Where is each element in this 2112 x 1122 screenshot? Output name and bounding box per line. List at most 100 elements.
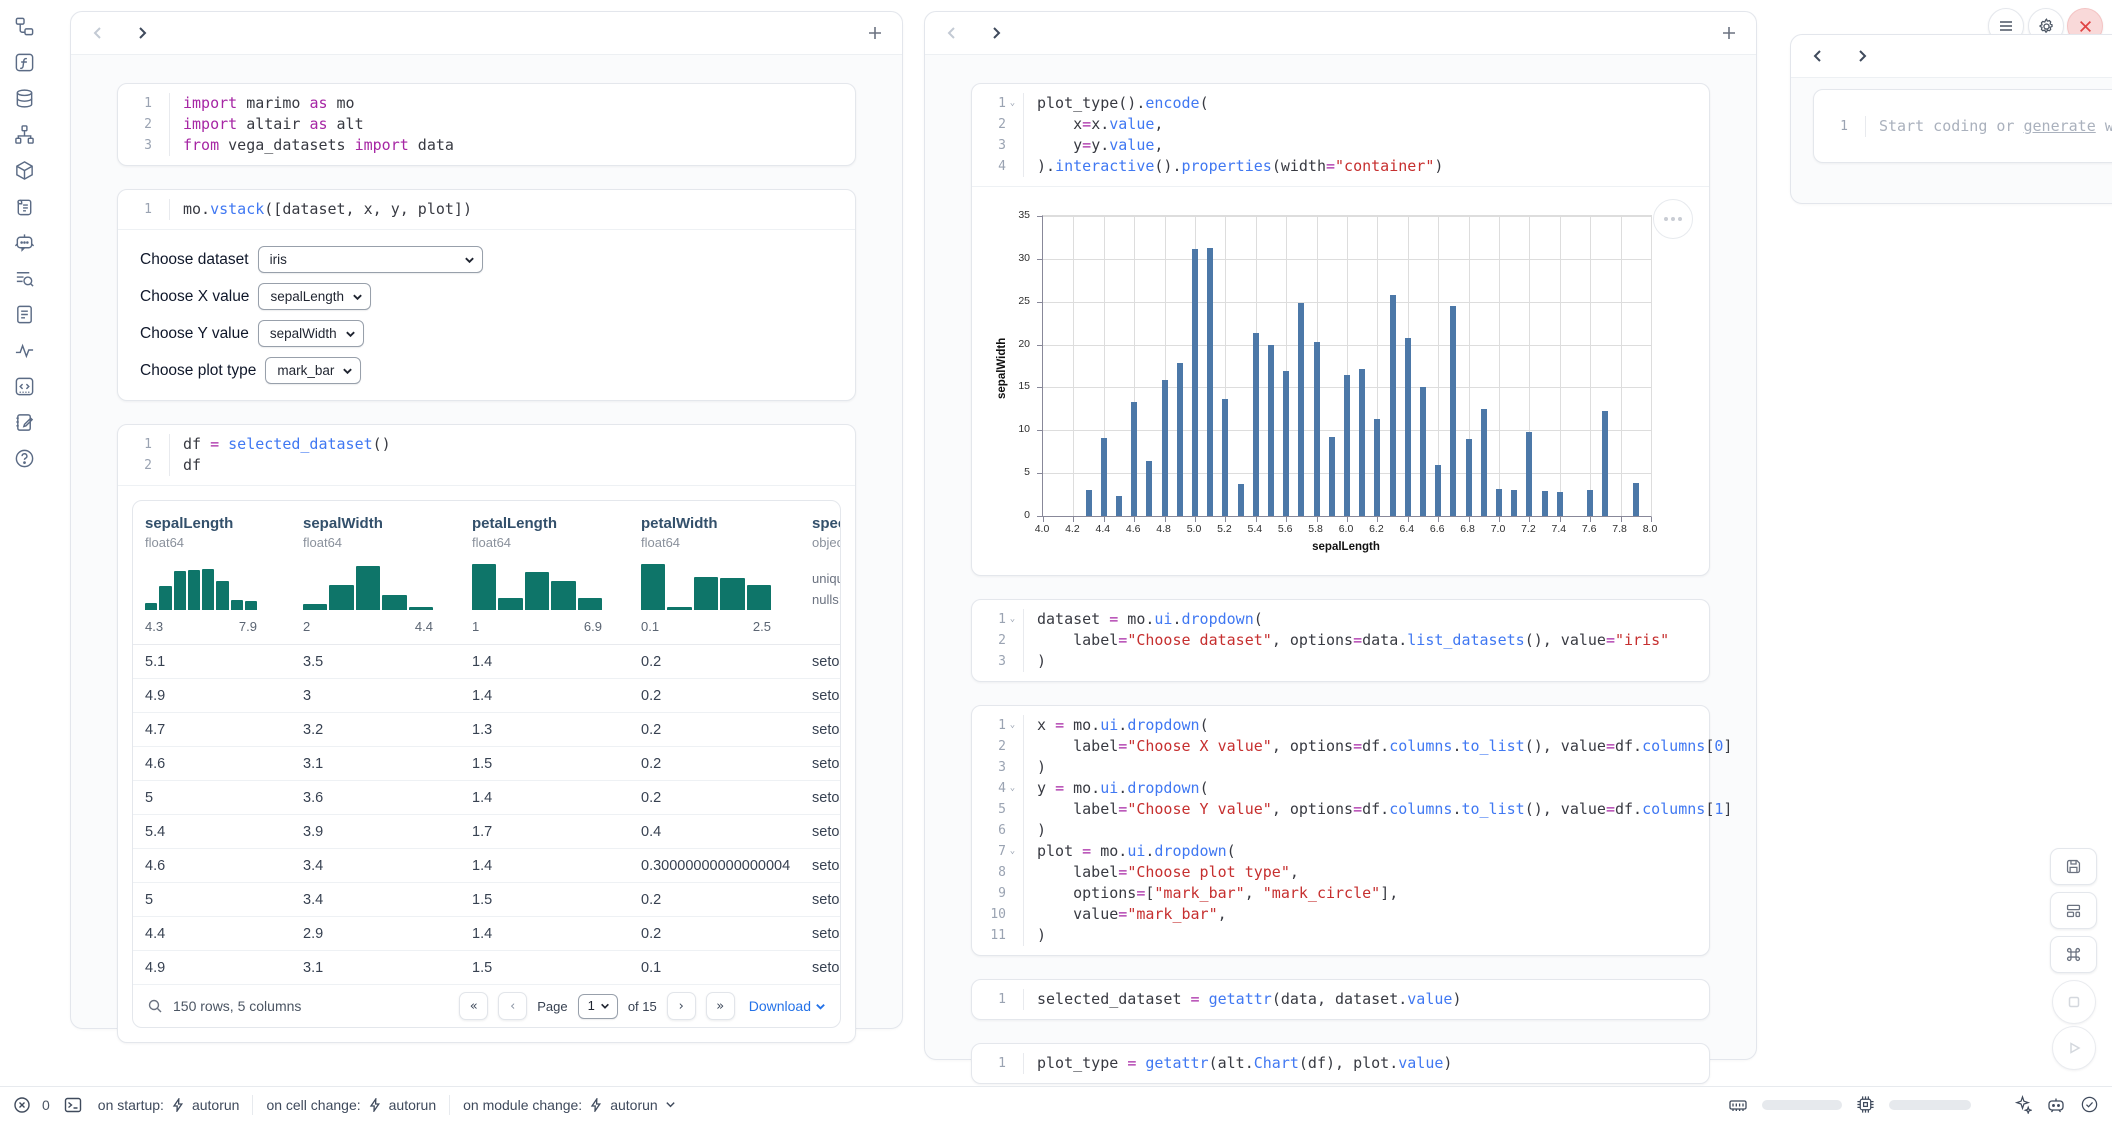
code-line: 2 label="Choose X value", options=df.col… (972, 736, 1709, 757)
code-line: 3) (972, 757, 1709, 778)
terminal-button[interactable] (64, 1096, 82, 1114)
y-value-select[interactable]: sepalWidth (258, 320, 364, 347)
table-row[interactable]: 4.931.40.2setosa (133, 679, 840, 713)
table-summary: 150 rows, 5 columns (173, 998, 301, 1014)
database-icon[interactable] (14, 88, 35, 109)
error-indicator[interactable]: 0 (13, 1096, 50, 1114)
x-axis-tick-label: 6.8 (1460, 523, 1475, 535)
scratchpad-icon[interactable] (14, 412, 35, 433)
table-column-header[interactable]: petalLengthfloat6416.9 (460, 515, 629, 634)
chevron-left-icon[interactable] (1809, 47, 1827, 65)
file-tree-icon[interactable] (14, 16, 35, 37)
check-circle-icon[interactable] (2080, 1095, 2099, 1114)
code-editor[interactable]: 1mo.vstack([dataset, x, y, plot]) (118, 190, 855, 229)
fold-icon[interactable]: ⌄ (1007, 841, 1018, 862)
dependency-graph-icon[interactable] (14, 124, 35, 145)
scroll-icon[interactable] (14, 196, 35, 217)
command-palette-button[interactable] (2050, 936, 2097, 973)
table-row[interactable]: 5.43.91.70.4setosa (133, 815, 840, 849)
download-button[interactable]: Download (749, 998, 826, 1014)
chart-bar (1420, 387, 1426, 516)
line-number: 1 (998, 93, 1006, 114)
next-page-button[interactable]: › (667, 992, 696, 1020)
dataset-select[interactable]: iris (258, 246, 483, 273)
chart-bar (1481, 409, 1487, 516)
table-row[interactable]: 4.73.21.30.2setosa (133, 713, 840, 747)
stop-button[interactable] (2052, 980, 2096, 1024)
plus-icon[interactable] (866, 24, 884, 42)
prev-page-button[interactable]: ‹ (498, 992, 527, 1020)
sparkles-icon[interactable] (2013, 1095, 2032, 1114)
plus-icon[interactable] (1720, 24, 1738, 42)
layout-button[interactable] (2050, 892, 2097, 929)
table-column-header[interactable]: speciesobjectunique:nulls: (800, 515, 840, 634)
code-editor[interactable]: 1⌄plot_type().encode(2 x=x.value,3 y=y.v… (972, 84, 1709, 186)
table-cell: 0.2 (629, 756, 800, 772)
plot-type-select[interactable]: mark_bar (265, 357, 361, 384)
code-editor[interactable]: 1import marimo as mo2import altair as al… (118, 84, 855, 165)
code-editor[interactable]: 1⌄dataset = mo.ui.dropdown(2 label="Choo… (972, 600, 1709, 681)
chevron-left-icon[interactable] (89, 24, 107, 42)
doc-search-icon[interactable] (14, 268, 35, 289)
table-row[interactable]: 5.13.51.40.2setosa (133, 645, 840, 679)
line-number: 1 (144, 434, 152, 455)
bot-icon[interactable] (2046, 1095, 2066, 1115)
search-icon[interactable] (147, 998, 163, 1014)
chart-plot-area[interactable] (1042, 215, 1652, 517)
x-axis-tick-label: 5.8 (1308, 523, 1323, 535)
x-value-select[interactable]: sepalLength (258, 283, 371, 310)
code-editor[interactable]: 1⌄x = mo.ui.dropdown(2 label="Choose X v… (972, 706, 1709, 955)
document-icon[interactable] (14, 304, 35, 325)
table-column-header[interactable]: petalWidthfloat640.12.5 (629, 515, 800, 634)
run-button[interactable] (2052, 1026, 2096, 1070)
code-editor[interactable]: 1df = selected_dataset()2df (118, 425, 855, 485)
table-row[interactable]: 4.63.41.40.30000000000000004setosa (133, 849, 840, 883)
fold-icon[interactable]: ⌄ (1007, 93, 1018, 114)
y-axis-tick-label: 35 (976, 209, 1030, 221)
save-button[interactable] (2050, 848, 2097, 885)
fold-icon[interactable]: ⌄ (1007, 609, 1018, 630)
line-number: 5 (998, 799, 1006, 820)
code-editor[interactable]: 1selected_dataset = getattr(data, datase… (972, 980, 1709, 1019)
table-row[interactable]: 4.42.91.40.2setosa (133, 917, 840, 951)
on-module-change-setting[interactable]: on module change: autorun (463, 1097, 676, 1113)
status-bar: 0 on startup: autorun on cell change: au… (0, 1086, 2112, 1122)
last-page-button[interactable]: » (706, 992, 735, 1020)
table-row[interactable]: 53.41.50.2setosa (133, 883, 840, 917)
line-number: 4 (998, 156, 1006, 177)
table-column-header[interactable]: sepalWidthfloat6424.4 (291, 515, 460, 634)
chevron-left-icon[interactable] (943, 24, 961, 42)
fold-icon[interactable]: ⌄ (1007, 715, 1018, 736)
on-startup-setting[interactable]: on startup: autorun (98, 1097, 240, 1113)
column-histogram (303, 564, 433, 610)
empty-code-cell[interactable]: 1 Start coding or generate with (1813, 89, 2112, 163)
code-editor[interactable]: 1plot_type = getattr(alt.Chart(df), plot… (972, 1044, 1709, 1083)
table-row[interactable]: 4.93.11.50.1setosa (133, 951, 840, 985)
column-histogram (472, 564, 602, 610)
code-line: 1⌄x = mo.ui.dropdown( (972, 715, 1709, 736)
activity-icon[interactable] (14, 340, 35, 361)
chevron-right-icon[interactable] (987, 24, 1005, 42)
table-cell: setosa (800, 824, 840, 840)
table-column-header[interactable]: sepalLengthfloat644.37.9 (133, 515, 291, 634)
table-row[interactable]: 4.63.11.50.2setosa (133, 747, 840, 781)
column-left-header (71, 12, 902, 55)
chevron-right-icon[interactable] (133, 24, 151, 42)
generate-link[interactable]: generate (2024, 117, 2096, 135)
code-snippet-icon[interactable] (14, 376, 35, 397)
package-icon[interactable] (14, 160, 35, 181)
chatbot-icon[interactable] (14, 232, 35, 253)
x-axis-tick-label: 6.4 (1399, 523, 1414, 535)
column-middle: 1⌄plot_type().encode(2 x=x.value,3 y=y.v… (924, 11, 1757, 1060)
first-page-button[interactable]: « (459, 992, 488, 1020)
help-icon[interactable] (14, 448, 35, 469)
table-row[interactable]: 53.61.40.2setosa (133, 781, 840, 815)
page-select[interactable]: 1 (578, 994, 618, 1019)
table-cell: 0.2 (629, 790, 800, 806)
chevron-right-icon[interactable] (1853, 47, 1871, 65)
table-cell: 1.5 (460, 892, 629, 908)
function-square-icon[interactable] (14, 52, 35, 73)
on-cell-change-setting[interactable]: on cell change: autorun (266, 1097, 436, 1113)
code-cell-dataset-dropdown: 1⌄dataset = mo.ui.dropdown(2 label="Choo… (971, 599, 1710, 682)
fold-icon[interactable]: ⌄ (1007, 778, 1018, 799)
